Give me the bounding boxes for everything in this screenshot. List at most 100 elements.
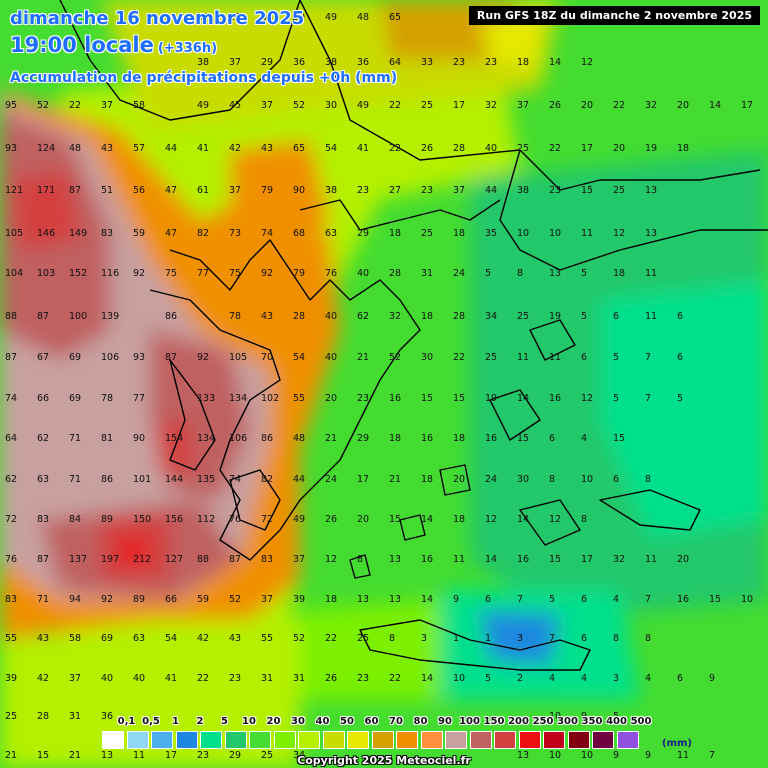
- grid-value: 20: [613, 143, 625, 154]
- grid-value: 17: [581, 554, 593, 565]
- grid-value: 15: [709, 594, 721, 605]
- grid-value: 1: [453, 633, 459, 644]
- legend-label: 150: [483, 716, 505, 727]
- grid-value: 36: [293, 57, 305, 68]
- grid-value: 15: [581, 185, 593, 196]
- legend-swatch: [102, 731, 124, 749]
- grid-value: 49: [293, 514, 305, 525]
- legend-swatch: [322, 731, 345, 749]
- grid-value: 16: [421, 554, 433, 565]
- grid-value: 65: [293, 143, 305, 154]
- legend-swatch: [616, 731, 639, 749]
- grid-value: 32: [613, 554, 625, 565]
- grid-value: 3: [421, 633, 427, 644]
- legend-swatch: [396, 731, 418, 749]
- grid-value: 59: [133, 228, 145, 239]
- grid-value: 25: [517, 311, 529, 322]
- grid-value: 6: [677, 352, 683, 363]
- grid-value: 87: [229, 554, 241, 565]
- grid-value: 32: [485, 100, 497, 111]
- grid-value: 6: [613, 474, 619, 485]
- grid-value: 10: [517, 228, 529, 239]
- grid-value: 79: [261, 185, 273, 196]
- grid-value: 16: [389, 393, 401, 404]
- grid-value: 28: [37, 711, 49, 722]
- grid-value: 15: [613, 433, 625, 444]
- grid-value: 5: [485, 268, 491, 279]
- grid-value: 12: [613, 228, 625, 239]
- grid-value: 21: [5, 750, 17, 761]
- grid-value: 20: [357, 514, 369, 525]
- grid-value: 42: [37, 673, 49, 684]
- grid-value: 8: [357, 554, 363, 565]
- grid-value: 15: [421, 393, 433, 404]
- legend-label: 30: [291, 716, 305, 727]
- legend-label: 250: [532, 716, 554, 727]
- grid-value: 9: [581, 711, 587, 722]
- grid-value: 17: [357, 474, 369, 485]
- grid-value: 56: [133, 185, 145, 196]
- grid-value: 63: [133, 633, 145, 644]
- legend-label: 1: [172, 716, 179, 727]
- grid-value: 23: [229, 673, 241, 684]
- grid-value: 29: [357, 433, 369, 444]
- grid-value: 17: [741, 100, 753, 111]
- grid-value: 9: [613, 750, 619, 761]
- grid-value: 106: [101, 352, 119, 363]
- grid-value: 16: [517, 554, 529, 565]
- grid-value: 93: [5, 143, 17, 154]
- grid-value: 69: [69, 393, 81, 404]
- grid-value: 7: [517, 594, 523, 605]
- grid-value: 8: [389, 633, 395, 644]
- legend-swatch: [126, 731, 149, 749]
- grid-value: 72: [261, 514, 273, 525]
- grid-value: 43: [261, 143, 273, 154]
- grid-value: 26: [325, 514, 337, 525]
- grid-value: 12: [325, 554, 337, 565]
- grid-value: 34: [485, 311, 497, 322]
- legend-swatch: [200, 731, 222, 749]
- legend-label: 350: [581, 716, 603, 727]
- grid-value: 63: [37, 474, 49, 485]
- grid-value: 35: [485, 228, 497, 239]
- grid-value: 38: [517, 185, 529, 196]
- grid-value: 17: [453, 100, 465, 111]
- grid-value: 74: [5, 393, 17, 404]
- legend-label: 80: [413, 716, 428, 727]
- legend-swatch: [494, 731, 516, 749]
- grid-value: 36: [101, 711, 113, 722]
- grid-value: 31: [421, 268, 433, 279]
- grid-value: 18: [453, 514, 465, 525]
- grid-value: 48: [293, 433, 305, 444]
- grid-value: 14: [517, 514, 529, 525]
- grid-value: 28: [389, 268, 401, 279]
- grid-value: 62: [37, 433, 49, 444]
- grid-value: 76: [5, 554, 17, 565]
- grid-value: 171: [37, 185, 55, 196]
- forecast-time: 19:00 locale (+336h): [10, 33, 217, 57]
- grid-value: 15: [549, 554, 561, 565]
- grid-value: 105: [5, 228, 23, 239]
- grid-value: 40: [325, 352, 337, 363]
- grid-value: 18: [453, 228, 465, 239]
- grid-value: 134: [229, 393, 247, 404]
- grid-value: 52: [37, 100, 49, 111]
- grid-value: 64: [5, 433, 17, 444]
- grid-value: 137: [69, 554, 87, 565]
- grid-value: 90: [293, 185, 305, 196]
- grid-value: 62: [357, 311, 369, 322]
- legend-swatch: [151, 731, 173, 749]
- grid-value: 4: [549, 673, 555, 684]
- grid-value: 3: [613, 673, 619, 684]
- grid-value: 94: [69, 594, 81, 605]
- grid-value: 22: [197, 673, 209, 684]
- grid-value: 77: [197, 268, 209, 279]
- grid-value: 18: [389, 228, 401, 239]
- grid-value: 37: [101, 100, 113, 111]
- legend-unit: (mm): [662, 738, 692, 749]
- grid-value: 49: [325, 12, 337, 23]
- grid-value: 139: [101, 311, 119, 322]
- grid-value: 6: [581, 633, 587, 644]
- grid-value: 75: [229, 268, 241, 279]
- grid-value: 105: [229, 352, 247, 363]
